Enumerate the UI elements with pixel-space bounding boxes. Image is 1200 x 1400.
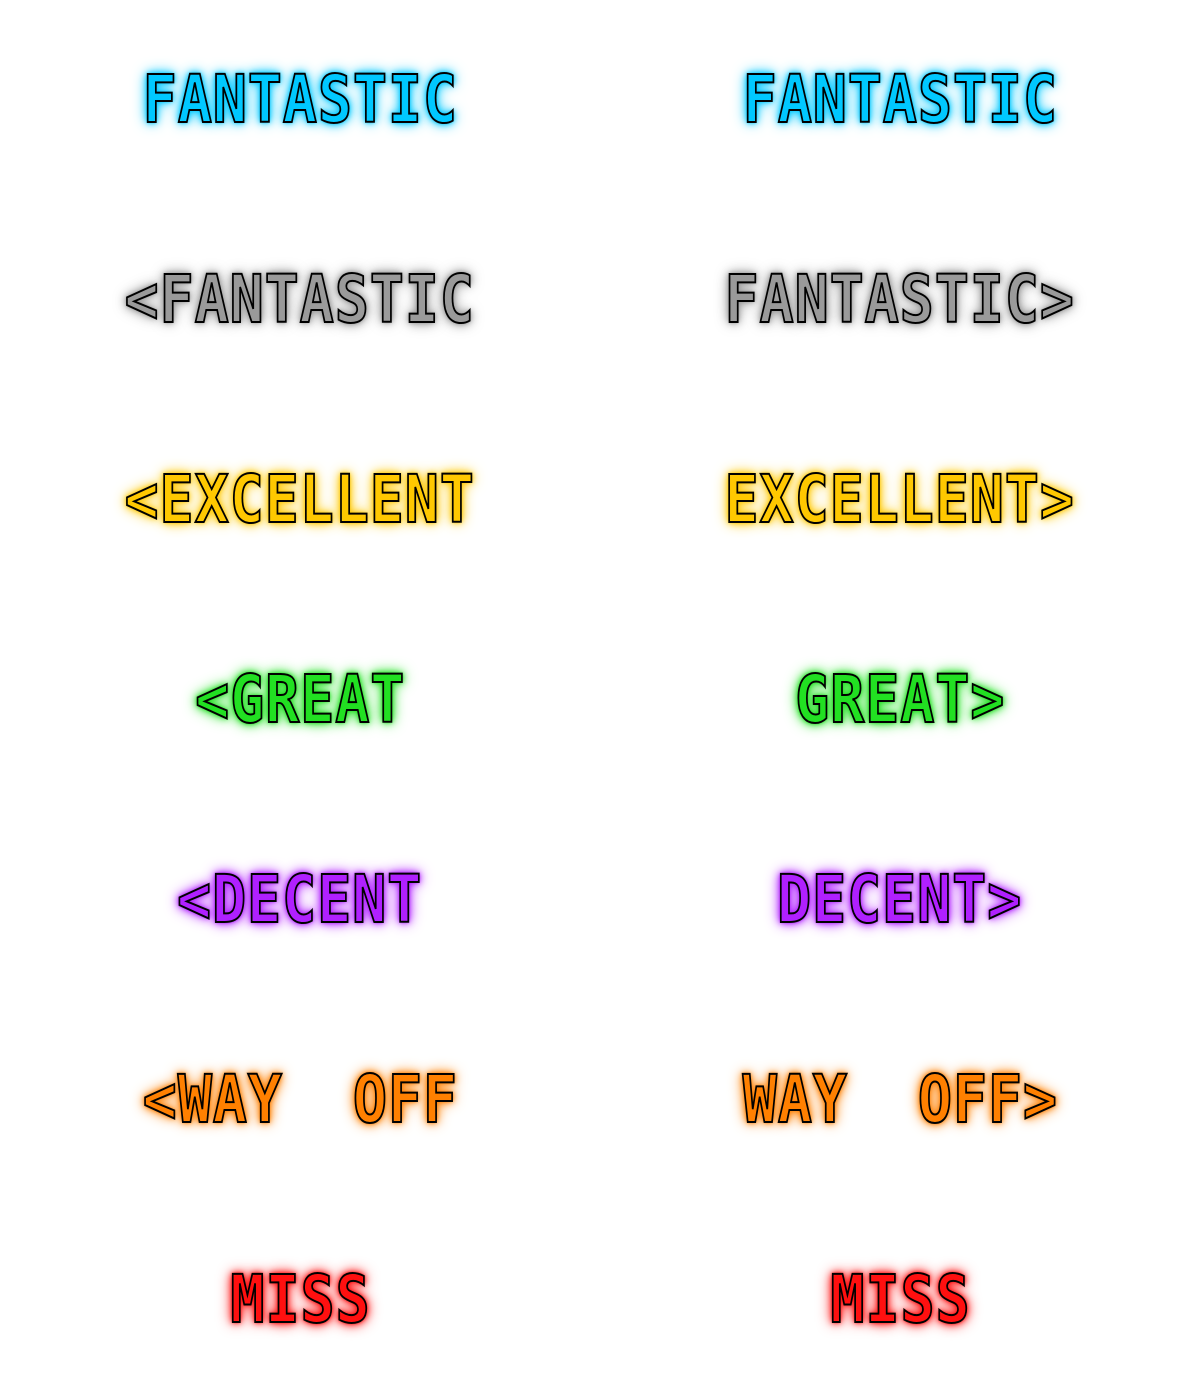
miss-early-label: MISS — [229, 1261, 371, 1338]
way-off-early-label: <WAY OFF — [141, 1061, 458, 1138]
excellent-early-cell: <EXCELLENT — [0, 400, 600, 600]
fantastic-early-label: FANTASTIC — [141, 61, 458, 138]
great-late-label: GREAT> — [794, 661, 1006, 738]
fantastic-white-early-cell: <FANTASTIC — [0, 200, 600, 400]
decent-early-label: <DECENT — [177, 861, 423, 938]
fantastic-white-early-label: <FANTASTIC — [124, 261, 476, 338]
decent-early-cell: <DECENT — [0, 800, 600, 1000]
way-off-late-cell: WAY OFF> — [600, 1000, 1200, 1200]
fantastic-white-late-cell: FANTASTIC> — [600, 200, 1200, 400]
way-off-early-cell: <WAY OFF — [0, 1000, 600, 1200]
miss-late-cell: MISS — [600, 1200, 1200, 1400]
miss-late-label: MISS — [829, 1261, 971, 1338]
great-early-label: <GREAT — [194, 661, 406, 738]
excellent-late-cell: EXCELLENT> — [600, 400, 1200, 600]
miss-early-cell: MISS — [0, 1200, 600, 1400]
decent-late-label: DECENT> — [777, 861, 1023, 938]
fantastic-early-cell: FANTASTIC — [0, 0, 600, 200]
excellent-early-label: <EXCELLENT — [124, 461, 476, 538]
way-off-late-label: WAY OFF> — [741, 1061, 1058, 1138]
excellent-late-label: EXCELLENT> — [724, 461, 1076, 538]
fantastic-white-late-label: FANTASTIC> — [724, 261, 1076, 338]
decent-late-cell: DECENT> — [600, 800, 1200, 1000]
great-late-cell: GREAT> — [600, 600, 1200, 800]
great-early-cell: <GREAT — [0, 600, 600, 800]
fantastic-late-cell: FANTASTIC — [600, 0, 1200, 200]
fantastic-late-label: FANTASTIC — [741, 61, 1058, 138]
